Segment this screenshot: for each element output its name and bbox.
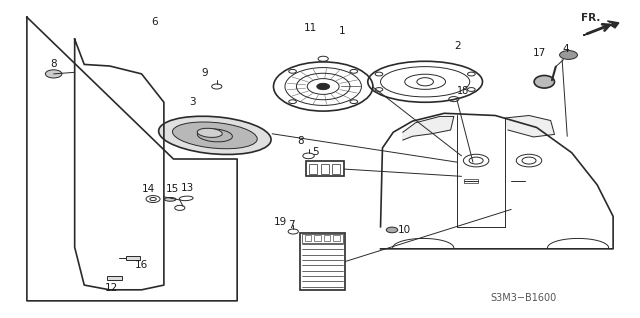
Polygon shape xyxy=(505,115,554,137)
Bar xyxy=(306,161,344,176)
Circle shape xyxy=(559,51,577,59)
Bar xyxy=(324,235,330,241)
Text: FR.: FR. xyxy=(581,13,600,23)
Text: 13: 13 xyxy=(181,183,195,193)
Text: 15: 15 xyxy=(166,184,179,194)
Text: 17: 17 xyxy=(533,48,546,59)
Polygon shape xyxy=(403,116,454,140)
Ellipse shape xyxy=(159,116,271,155)
Text: 18: 18 xyxy=(457,86,469,96)
Text: 8: 8 xyxy=(297,136,304,146)
Bar xyxy=(309,164,317,174)
Text: 1: 1 xyxy=(339,26,346,36)
Bar xyxy=(464,179,478,183)
Bar xyxy=(300,233,346,290)
Text: 8: 8 xyxy=(51,59,57,69)
Text: 2: 2 xyxy=(454,40,460,51)
Ellipse shape xyxy=(164,197,176,201)
Ellipse shape xyxy=(173,122,257,149)
Bar xyxy=(333,235,340,241)
Polygon shape xyxy=(583,21,619,35)
Circle shape xyxy=(387,227,397,233)
Text: 7: 7 xyxy=(288,220,295,230)
Text: 9: 9 xyxy=(202,68,208,78)
Text: 16: 16 xyxy=(135,259,148,270)
Text: 19: 19 xyxy=(274,217,287,227)
Bar xyxy=(321,164,329,174)
Text: 10: 10 xyxy=(397,225,411,235)
Bar xyxy=(125,256,140,260)
Text: 11: 11 xyxy=(304,23,317,33)
Text: S3M3−B1600: S3M3−B1600 xyxy=(491,293,557,303)
Bar xyxy=(302,234,343,243)
Bar xyxy=(314,235,321,241)
Text: 5: 5 xyxy=(312,147,319,157)
Circle shape xyxy=(317,83,330,90)
Bar xyxy=(305,235,311,241)
Text: 6: 6 xyxy=(151,17,157,27)
Circle shape xyxy=(45,70,62,78)
Text: 3: 3 xyxy=(189,97,196,107)
Bar xyxy=(106,276,122,280)
Text: 4: 4 xyxy=(562,44,569,54)
Ellipse shape xyxy=(197,128,222,137)
Text: 14: 14 xyxy=(141,184,155,194)
Bar xyxy=(332,164,340,174)
Text: 12: 12 xyxy=(104,283,118,293)
Ellipse shape xyxy=(534,75,554,88)
